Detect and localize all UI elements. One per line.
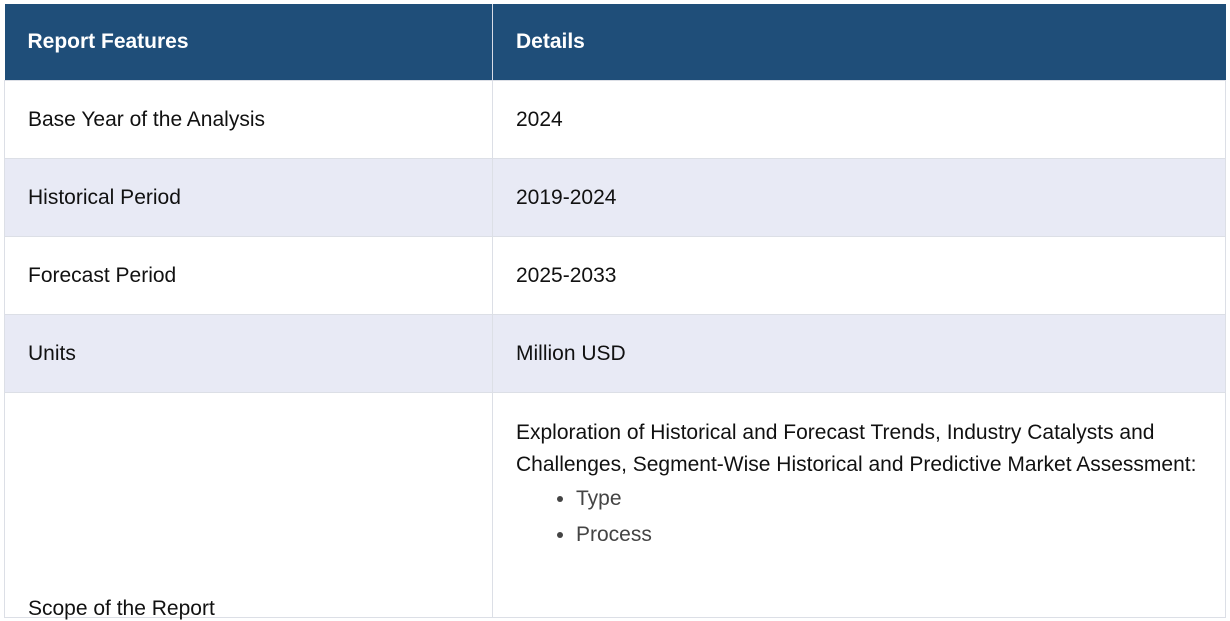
feature-cell: Historical Period bbox=[4, 158, 493, 237]
report-features-table-wrapper: Report Features Details Base Year of the… bbox=[4, 4, 1226, 620]
header-report-features: Report Features bbox=[4, 4, 493, 81]
table-row: Units Million USD bbox=[4, 314, 1226, 393]
table-header-row: Report Features Details bbox=[4, 4, 1226, 81]
list-item: Process bbox=[576, 517, 1205, 553]
table-row: Base Year of the Analysis 2024 bbox=[4, 80, 1226, 159]
feature-cell: Units bbox=[4, 314, 493, 393]
table-row-scope: Scope of the Report Exploration of Histo… bbox=[4, 392, 1226, 620]
feature-cell: Forecast Period bbox=[4, 236, 493, 315]
scope-detail-cell: Exploration of Historical and Forecast T… bbox=[492, 392, 1226, 618]
detail-cell: 2019-2024 bbox=[492, 158, 1226, 237]
detail-cell: 2024 bbox=[492, 80, 1226, 159]
table-row: Historical Period 2019-2024 bbox=[4, 158, 1226, 237]
report-features-table: Report Features Details Base Year of the… bbox=[4, 4, 1226, 620]
scope-label: Scope of the Report bbox=[28, 597, 215, 620]
detail-cell: Million USD bbox=[492, 314, 1226, 393]
feature-cell: Scope of the Report bbox=[4, 392, 493, 620]
header-details: Details bbox=[492, 4, 1226, 81]
scope-intro: Exploration of Historical and Forecast T… bbox=[516, 421, 1197, 476]
feature-cell: Base Year of the Analysis bbox=[4, 80, 493, 159]
list-item: Type bbox=[576, 481, 1205, 517]
detail-cell: 2025-2033 bbox=[492, 236, 1226, 315]
table-row: Forecast Period 2025-2033 bbox=[4, 236, 1226, 315]
scope-list: Type Process bbox=[516, 481, 1205, 553]
